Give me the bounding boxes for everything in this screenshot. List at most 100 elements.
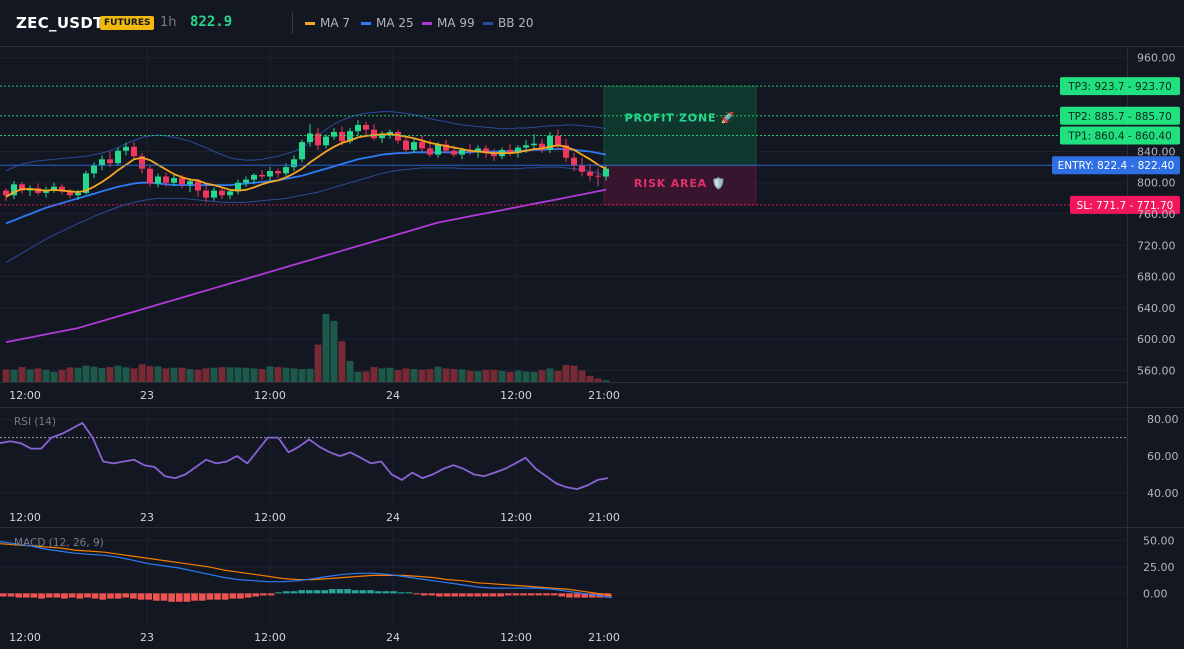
legend-bb20[interactable]: BB 20 <box>483 16 534 30</box>
histogram-bar-negative <box>443 593 451 597</box>
volume-bar <box>66 367 74 382</box>
volume-bar <box>570 365 578 382</box>
candle-up <box>115 150 121 164</box>
volume-bar <box>586 375 594 382</box>
histogram-bar-negative <box>481 593 489 597</box>
level-tag <box>1052 156 1180 175</box>
histogram-bar-negative <box>267 593 275 596</box>
candle-up <box>51 186 57 190</box>
histogram-bar-negative <box>550 593 558 596</box>
histogram-bar-negative <box>38 593 45 599</box>
candle-down <box>595 175 601 177</box>
histogram-bar-negative <box>229 593 237 599</box>
histogram-bar-positive <box>298 590 305 594</box>
candle-up <box>331 131 337 137</box>
volume-bar <box>442 368 450 382</box>
y-tick-label: 0.00 <box>1143 587 1168 600</box>
histogram-bar-positive <box>359 590 367 594</box>
futures-badge: FUTURES <box>100 16 155 30</box>
volume-bar <box>258 369 266 382</box>
volume-bar <box>74 367 82 382</box>
volume-bar <box>202 368 210 382</box>
volume-bar <box>162 368 170 382</box>
candle-down <box>163 176 169 183</box>
candle-down <box>179 178 185 185</box>
candle-down <box>19 184 25 191</box>
timeframe-label[interactable]: 1h <box>160 15 177 30</box>
volume-bar <box>482 369 490 382</box>
y-tick-label: 800.00 <box>1137 177 1176 190</box>
volume-bar <box>242 367 250 382</box>
volume-bar <box>506 371 514 382</box>
volume-bar <box>178 367 186 382</box>
volume-bar <box>50 371 58 382</box>
y-tick-label: 560.00 <box>1137 364 1176 377</box>
legend-ma99[interactable]: MA 99 <box>422 16 475 30</box>
volume-bar <box>538 370 546 382</box>
candle-down <box>571 157 577 166</box>
volume-bar <box>18 367 26 382</box>
histogram-bar-negative <box>466 593 474 597</box>
x-tick-label: 24 <box>386 511 400 524</box>
candle-up <box>211 190 217 198</box>
volume-bar <box>114 365 122 382</box>
histogram-bar-positive <box>397 592 405 594</box>
y-tick-label: 50.00 <box>1143 535 1175 548</box>
x-tick-label: 12:00 <box>9 631 41 644</box>
volume-bar <box>322 314 330 382</box>
level-tag-label: SL: 771.7 - 771.70 <box>1077 200 1174 212</box>
histogram-bar-negative <box>221 593 229 600</box>
histogram-bar-negative <box>0 593 7 597</box>
candle-up <box>283 167 289 174</box>
candle-down <box>403 140 409 150</box>
histogram-bar-negative <box>237 593 244 599</box>
histogram-bar-negative <box>573 593 581 598</box>
histogram-bar-positive <box>382 591 390 594</box>
histogram-bar-positive <box>344 589 351 594</box>
candle-down <box>219 190 225 196</box>
candle-up <box>99 159 105 166</box>
candle-up <box>411 142 417 150</box>
histogram-bar-negative <box>99 593 107 600</box>
x-tick-label: 12:00 <box>500 631 532 644</box>
volume-bar <box>266 366 274 382</box>
candle-up <box>603 168 609 177</box>
volume-bar <box>386 367 394 382</box>
x-tick-label: 12:00 <box>9 389 41 402</box>
volume-bar <box>58 369 66 382</box>
rsi-pane[interactable]: RSI (14) 80.00 60.00 40.00 12:00 23 12:00 24 12:… <box>0 413 1179 524</box>
candle-up <box>267 171 273 177</box>
risk-zone-label: RISK AREA 🛡️ <box>634 177 726 190</box>
histogram-bar-negative <box>558 593 566 597</box>
histogram-bar-negative <box>260 593 267 596</box>
candle-down <box>195 181 201 191</box>
histogram-bar-negative <box>581 593 589 598</box>
histogram-bar-negative <box>206 593 214 600</box>
volume-bar <box>234 367 242 382</box>
histogram-bar-negative <box>527 593 535 596</box>
histogram-bar-positive <box>336 589 344 594</box>
bb-lower-line <box>5 166 607 263</box>
volume-bar <box>226 367 234 382</box>
symbol-name[interactable]: ZEC_USDT <box>16 14 104 32</box>
volume-bar <box>170 367 178 382</box>
volume-bar <box>354 371 362 382</box>
level-tag <box>1070 195 1180 214</box>
volume-bar <box>410 369 418 382</box>
histogram-bar-negative <box>420 593 428 596</box>
volume-bar <box>186 369 194 382</box>
histogram-bar-negative <box>413 593 420 595</box>
histogram-bar-negative <box>497 593 504 597</box>
price-pane[interactable]: PROFIT ZONE 🚀 RISK AREA 🛡️ TP3: 923.7 - 92… <box>0 52 1180 402</box>
histogram-bar-negative <box>168 593 175 602</box>
candle-up <box>299 142 305 160</box>
legend-ma7[interactable]: MA 7 <box>305 16 350 30</box>
legend-ma25[interactable]: MA 25 <box>361 16 414 30</box>
candle-down <box>67 191 73 196</box>
macd-pane[interactable]: MACD (12, 26, 9) 50.00 25.00 0.00 12:00 23 12:… <box>0 535 1175 644</box>
volume-bar <box>154 366 162 382</box>
volume-bar <box>562 365 570 382</box>
histogram-bar-negative <box>244 593 252 598</box>
legend-swatch <box>422 21 432 25</box>
